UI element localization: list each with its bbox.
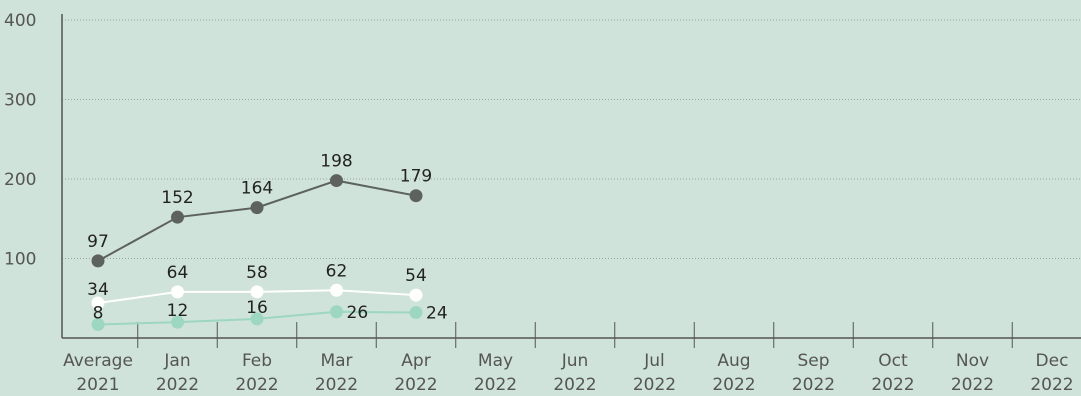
- data-label: 179: [400, 167, 432, 187]
- data-label: 58: [246, 263, 268, 283]
- data-point: [91, 296, 105, 310]
- y-tick-label: 300: [4, 91, 36, 111]
- data-label: 12: [167, 301, 189, 321]
- data-point: [409, 288, 423, 302]
- x-tick-label: Dec: [1036, 351, 1069, 371]
- x-tick-label: Jul: [643, 351, 665, 371]
- x-tick-label-year: 2022: [394, 375, 437, 395]
- x-tick-labels: Average 2021 Jan 2022 Feb 2022 Mar 2022 Apr 2022 M…: [63, 351, 1074, 395]
- x-tick-label: Jan: [163, 351, 190, 371]
- data-point: [250, 312, 264, 326]
- data-label: 198: [320, 152, 352, 172]
- x-tick-label-year: 2022: [871, 375, 914, 395]
- data-point: [409, 189, 423, 203]
- data-point: [171, 285, 184, 299]
- x-tick-label-year: 2022: [792, 375, 835, 395]
- y-tick-labels: 100 200 300 400: [4, 11, 36, 270]
- data-label: 64: [167, 263, 189, 283]
- data-point: [330, 283, 343, 297]
- data-label: 97: [87, 232, 109, 252]
- data-label: 24: [426, 304, 448, 324]
- data-label: 152: [161, 188, 193, 208]
- x-tick-label-year: 2021: [76, 375, 119, 395]
- x-tick-label: Mar: [320, 351, 352, 371]
- x-tick-label: Sep: [797, 351, 829, 371]
- y-tick-label: 100: [4, 250, 36, 270]
- x-tick-label: Jun: [561, 351, 589, 371]
- x-tick-label: Average: [63, 351, 133, 371]
- data-label: 54: [405, 266, 427, 286]
- x-tick-label: Nov: [956, 351, 989, 371]
- x-tick-label: Oct: [878, 351, 908, 371]
- data-point: [171, 315, 184, 329]
- x-tick-label: Feb: [242, 351, 272, 371]
- x-tick-label: Aug: [717, 351, 750, 371]
- y-tick-label: 400: [4, 11, 36, 31]
- y-tick-label: 200: [4, 170, 36, 190]
- x-tick-label-year: 2022: [1030, 375, 1073, 395]
- data-label: 16: [246, 298, 268, 318]
- gridlines: [62, 19, 1081, 259]
- x-tick-label-year: 2022: [951, 375, 994, 395]
- series-2: 34 64 58 62 54: [87, 261, 427, 310]
- axes: [61, 14, 1081, 348]
- data-point: [330, 305, 343, 319]
- data-point: [91, 254, 105, 268]
- data-point: [330, 174, 343, 188]
- series-layer: 97 152 164 198 179 34 64 58 62 54 8 12 16 26 24: [87, 152, 448, 331]
- x-tick-label-year: 2022: [712, 375, 755, 395]
- data-point: [250, 285, 264, 299]
- data-point: [250, 201, 264, 215]
- data-point: [409, 306, 423, 320]
- data-point: [91, 317, 105, 331]
- series-1: 97 152 164 198 179: [87, 152, 432, 268]
- data-label: 34: [87, 280, 109, 300]
- series-3: 8 12 16 26 24: [91, 298, 448, 331]
- x-tick-label-year: 2022: [633, 375, 676, 395]
- data-label: 8: [93, 303, 104, 323]
- x-tick-label-year: 2022: [315, 375, 358, 395]
- data-label: 62: [326, 261, 348, 281]
- x-tick-label: May: [478, 351, 513, 371]
- x-tick-label-year: 2022: [553, 375, 596, 395]
- x-tick-label-year: 2022: [235, 375, 278, 395]
- x-tick-label: Apr: [401, 351, 430, 371]
- data-label: 164: [241, 179, 273, 199]
- x-tick-label-year: 2022: [156, 375, 199, 395]
- data-point: [171, 210, 184, 224]
- x-tick-label-year: 2022: [474, 375, 517, 395]
- data-label: 26: [347, 303, 369, 323]
